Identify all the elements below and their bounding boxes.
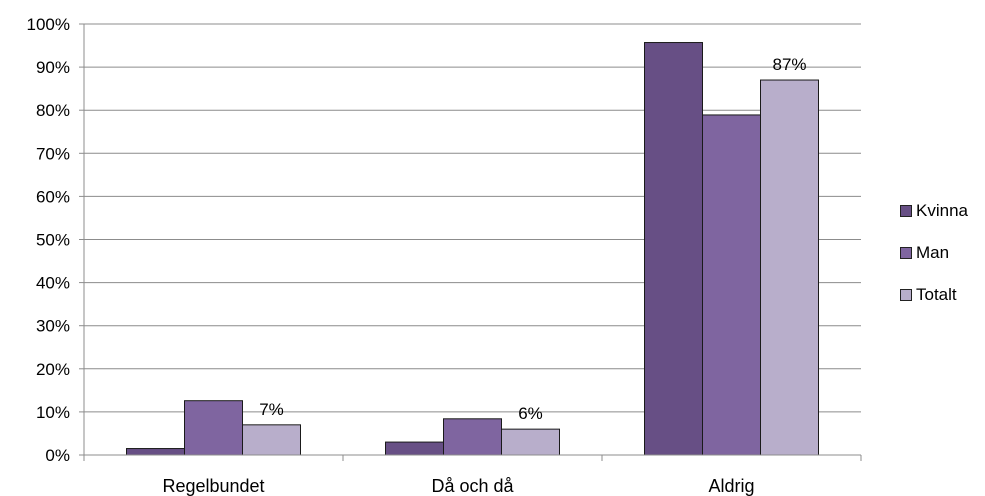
bar-totalt-0 (242, 424, 301, 456)
bar-totalt-1 (501, 428, 560, 456)
data-labels: 7% 6% 87% (259, 55, 806, 423)
data-label: 7% (259, 400, 284, 419)
y-tick-label: 40% (36, 274, 70, 293)
y-tick-label: 20% (36, 360, 70, 379)
y-tick-label: 100% (27, 15, 70, 34)
y-tick-label: 70% (36, 144, 70, 163)
bar-totalt-2 (760, 79, 819, 456)
bar-kvinna-1 (385, 441, 444, 456)
legend-swatch-man (900, 247, 912, 259)
legend: Kvinna Man Totalt (900, 200, 968, 326)
legend-swatch-totalt (900, 289, 912, 301)
bar-man-1 (443, 418, 502, 456)
y-tick-label: 80% (36, 101, 70, 120)
x-category-label: Då och då (431, 476, 514, 496)
x-axis-category-labels: Regelbundet Då och då Aldrig (162, 476, 754, 496)
y-tick-label: 60% (36, 187, 70, 206)
y-tick-label: 10% (36, 403, 70, 422)
legend-label-kvinna: Kvinna (916, 201, 968, 220)
axes (83, 24, 862, 461)
legend-label-totalt: Totalt (916, 285, 957, 304)
legend-item-kvinna: Kvinna (900, 200, 968, 222)
x-category-label: Regelbundet (162, 476, 264, 496)
data-label: 6% (518, 404, 543, 423)
bar-kvinna-0 (126, 448, 185, 456)
x-category-label: Aldrig (708, 476, 754, 496)
y-tick-label: 30% (36, 317, 70, 336)
bars (126, 42, 819, 456)
bar-man-2 (702, 114, 761, 456)
data-label: 87% (772, 55, 806, 74)
legend-swatch-kvinna (900, 205, 912, 217)
y-tick-label: 90% (36, 58, 70, 77)
legend-label-man: Man (916, 243, 950, 262)
bar-man-0 (184, 400, 243, 456)
y-tick-label: 0% (45, 446, 70, 465)
y-tick-label: 50% (36, 231, 70, 250)
y-axis-tick-labels: 0% 10% 20% 30% 40% 50% 60% 70% 80% 90% 100% (27, 15, 70, 465)
legend-item-man: Man (900, 242, 968, 264)
legend-item-totalt: Totalt (900, 284, 968, 306)
bar-kvinna-2 (644, 42, 703, 456)
